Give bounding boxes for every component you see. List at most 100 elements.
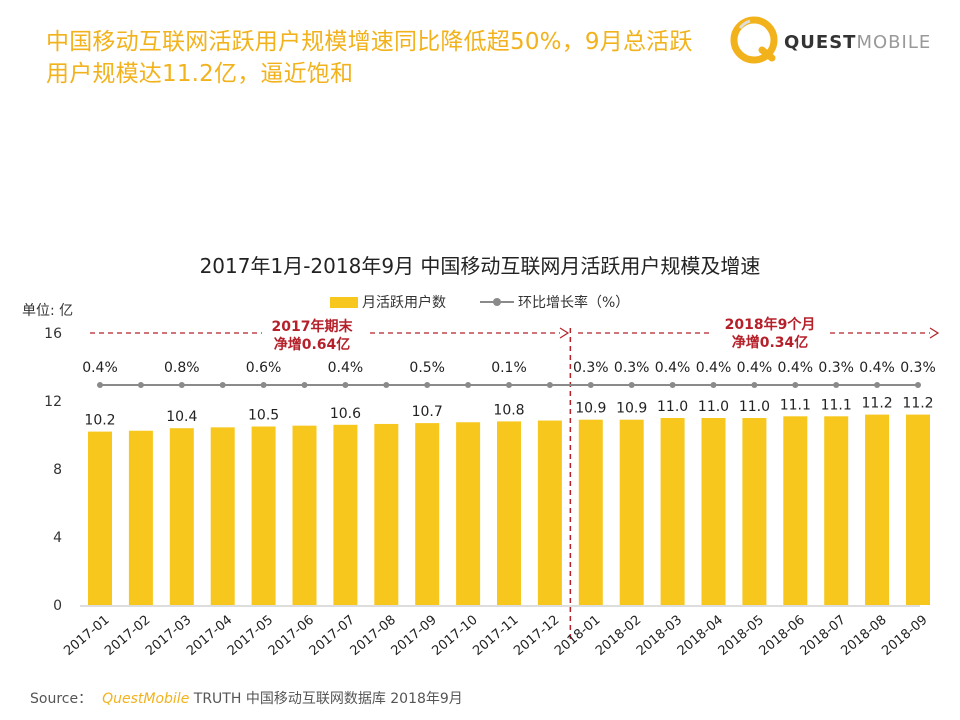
bar-value-label: 10.6 <box>330 406 361 422</box>
y-tick-label: 0 <box>53 598 62 614</box>
bar-value-label: 10.5 <box>248 408 279 424</box>
y-tick-label: 8 <box>53 462 62 478</box>
bar-2017-04 <box>210 427 235 605</box>
note-2018-line2: 净增0.34亿 <box>731 335 809 351</box>
note-2018-line1: 2018年9个月 <box>724 317 816 333</box>
source-prefix: Source： <box>30 691 93 707</box>
growth-point-2017-01 <box>97 382 103 388</box>
growth-point-2018-06 <box>792 382 799 388</box>
growth-point-2018-05 <box>751 382 758 388</box>
bar-2018-09 <box>906 414 930 605</box>
bar-value-label: 11.0 <box>657 399 688 415</box>
bar-value-label: 11.2 <box>862 396 893 412</box>
unit-label: 单位: 亿 <box>22 303 74 319</box>
growth-point-2018-04 <box>710 382 717 388</box>
logo-icon <box>730 16 778 64</box>
x-tick-label: 2018-09 <box>879 613 930 659</box>
legend-line-swatch <box>480 298 514 306</box>
bar-2017-10 <box>456 422 481 605</box>
headline: 中国移动互联网活跃用户规模增速同比降低超50%，9月总活跃用户规模达11.2亿，… <box>46 29 693 87</box>
growth-label: 0.8% <box>164 360 200 376</box>
questmobile-logo: QUESTMOBILE <box>726 12 936 72</box>
growth-point-2017-12 <box>546 382 553 388</box>
growth-label: 0.4% <box>328 360 364 376</box>
growth-point-2017-09 <box>424 382 431 388</box>
arrow-2017-head <box>559 327 570 339</box>
note-2017-line1: 2017年期末 <box>271 319 353 335</box>
growth-label: 0.6% <box>246 360 282 376</box>
note-2017-line2: 净增0.64亿 <box>273 337 351 353</box>
bar-2018-03 <box>660 418 685 605</box>
bar-value-label: 11.1 <box>780 397 811 413</box>
source-rest: TRUTH 中国移动互联网数据库 2018年9月 <box>189 691 463 707</box>
bar-2017-05 <box>251 426 276 605</box>
note-2017: 2017年期末 净增0.64亿 <box>262 318 362 354</box>
bar-value-label: 10.9 <box>575 401 606 417</box>
arrow-2018-head <box>929 327 940 339</box>
y-tick-label: 16 <box>44 326 62 342</box>
legend-bar-label: 月活跃用户数 <box>362 295 446 311</box>
source-note: Source： QuestMobile TRUTH 中国移动互联网数据库 2018… <box>30 688 463 708</box>
growth-point-2018-09 <box>915 382 921 388</box>
growth-point-2017-06 <box>301 382 308 388</box>
bar-2017-07 <box>333 424 358 605</box>
bar-2018-05 <box>742 418 767 605</box>
bar-value-label: 10.7 <box>412 404 443 420</box>
bar-value-label: 10.4 <box>166 409 197 425</box>
growth-point-2017-05 <box>260 382 267 388</box>
growth-point-2018-03 <box>669 382 676 388</box>
bar-value-label: 10.2 <box>84 413 115 429</box>
bar-2017-03 <box>169 428 194 605</box>
growth-point-2017-10 <box>465 382 472 388</box>
growth-point-2017-11 <box>506 382 512 388</box>
growth-point-2018-07 <box>833 382 840 388</box>
bar-value-label: 11.1 <box>821 397 852 413</box>
bar-2017-11 <box>497 421 521 605</box>
growth-label: 0.4% <box>859 360 895 376</box>
growth-point-2018-02 <box>628 382 635 388</box>
growth-label: 0.4% <box>778 360 814 376</box>
growth-point-2017-02 <box>137 382 144 388</box>
bar-2018-07 <box>824 416 849 605</box>
growth-label: 0.5% <box>409 360 445 376</box>
bar-2017-08 <box>374 423 399 605</box>
growth-label: 0.3% <box>573 360 609 376</box>
bar-value-label: 10.9 <box>616 401 647 417</box>
y-tick-label: 4 <box>53 530 62 546</box>
bar-2017-02 <box>128 430 153 605</box>
growth-label: 0.4% <box>696 360 732 376</box>
growth-label: 0.3% <box>900 360 936 376</box>
bar-2018-02 <box>619 419 644 605</box>
bar-value-label: 10.8 <box>493 402 524 418</box>
bar-2018-06 <box>783 416 808 605</box>
growth-point-2017-07 <box>342 382 349 388</box>
chart-title: 2017年1月-2018年9月 中国移动互联网月活跃用户规模及增速 <box>199 254 761 278</box>
source-brand: QuestMobile <box>102 691 190 707</box>
growth-label: 0.4% <box>737 360 773 376</box>
growth-label: 0.3% <box>818 360 854 376</box>
growth-label: 0.4% <box>82 360 118 376</box>
growth-label: 0.1% <box>491 360 527 376</box>
growth-point-2017-04 <box>219 382 226 388</box>
legend-line-label: 环比增长率（%） <box>518 295 630 311</box>
growth-point-2017-03 <box>178 382 185 388</box>
bar-2017-01 <box>88 431 112 605</box>
bar-value-label: 11.2 <box>902 396 933 412</box>
bar-2018-04 <box>701 418 726 605</box>
bar-value-label: 11.0 <box>698 399 729 415</box>
legend-bar-swatch <box>330 296 358 308</box>
growth-label: 0.3% <box>614 360 650 376</box>
y-tick-label: 12 <box>44 394 62 410</box>
growth-point-2018-01 <box>587 382 594 388</box>
growth-label: 0.4% <box>655 360 691 376</box>
legend: 月活跃用户数 环比增长率（%） <box>330 292 629 312</box>
bar-2017-09 <box>415 423 440 605</box>
bar-2018-01 <box>578 419 603 605</box>
logo-wordmark: QUESTMOBILE <box>784 32 932 53</box>
note-2018: 2018年9个月 净增0.34亿 <box>710 316 830 352</box>
bar-2018-08 <box>865 414 890 605</box>
bar-value-label: 11.0 <box>739 399 770 415</box>
growth-point-2018-08 <box>874 382 881 388</box>
bar-2017-12 <box>537 420 562 605</box>
